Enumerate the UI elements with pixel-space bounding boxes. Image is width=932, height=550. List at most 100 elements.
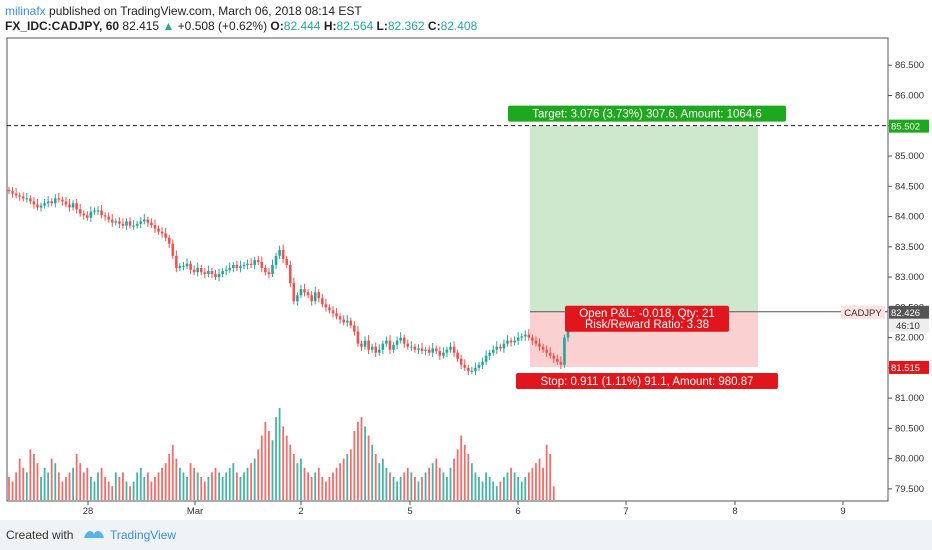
volume-bar [467,454,470,500]
candle-body [427,349,431,353]
stop-badge[interactable] [516,372,778,389]
candle-body [46,201,50,204]
y-tick-label: 81.000 [895,393,924,404]
candle-body [242,264,246,267]
volume-bar [335,467,338,500]
volume-bar [506,472,509,500]
candle-body [541,346,545,350]
candle-body [11,191,14,194]
tradingview-logo-icon[interactable] [82,526,106,542]
candle-body [527,334,531,338]
volume-bar [136,472,139,500]
volume-bar [488,477,491,500]
tradingview-brand-link[interactable]: TradingView [110,528,177,542]
volume-bar [431,463,434,500]
candle-body [103,215,107,217]
candle-body [509,340,513,343]
candle-body [32,201,36,205]
volume-bar [207,477,210,500]
candle-body [413,346,417,350]
target-price-tag [889,119,929,133]
candle-body [142,219,146,222]
candle-body [185,263,189,267]
volume-bar [282,426,285,500]
volume-bar [132,481,135,500]
candle-body [406,343,410,347]
volume-bar [129,486,131,500]
volume-bar [122,472,124,500]
candle-body [402,337,406,344]
candle-body [39,205,43,208]
volume-bar [54,463,57,500]
candle-body [506,340,509,344]
candle-body [310,295,313,302]
candle-body [93,210,96,212]
candle-body [531,337,534,341]
volume-bar [527,472,530,500]
publisher-line: milinafx published on TradingView.com, M… [5,4,362,18]
candle-body [121,223,125,226]
volume-bar [460,435,463,500]
volume-bar [552,486,555,500]
volume-bar [321,477,324,500]
volume-bar [72,467,74,500]
candle-body [317,292,321,299]
pnl-badge[interactable] [565,305,729,332]
volume-bar [171,444,174,500]
candle-body [321,298,324,305]
candle-body [246,263,249,265]
candle-body [235,264,239,268]
volume-bar [499,481,502,500]
candle-body [335,313,338,317]
volume-bar [296,463,299,500]
candle-body [18,195,21,197]
candle-body [470,370,474,372]
candle-body [260,261,264,268]
volume-bar [531,467,534,500]
volume-bar [97,472,99,500]
volume-bar [86,467,89,500]
x-tick-label: 6 [515,506,520,517]
volume-bar [33,454,35,500]
candle-body [274,255,278,265]
volume-bar [11,481,14,500]
candle-body [303,289,306,293]
candle-body [207,271,210,275]
candle-body [445,349,449,353]
volume-bar [228,467,231,500]
volume-bar [438,467,441,500]
volume-bar [157,472,160,500]
candle-body [182,266,185,268]
target-badge[interactable] [508,105,786,122]
volume-bar [218,472,220,500]
volume-bar [118,477,121,500]
stop-price-label: 81.515 [891,363,920,374]
candle-body [139,221,143,224]
volume-bar [485,472,488,500]
candle-body [545,349,548,353]
high-label: H: [323,19,337,33]
candle-body [324,304,328,308]
candle-body [548,352,552,356]
volume-bar [492,481,495,500]
candle-body [278,249,281,256]
volume-bar [353,431,356,500]
volume-bar [143,477,146,500]
candle-body [452,346,456,353]
candle-body [271,264,274,275]
volume-bar [271,440,274,500]
price-chart[interactable]: 86.50086.00085.50085.00084.50084.00083.5… [0,0,932,520]
candle-body [488,352,491,356]
candle-body [434,348,438,351]
x-tick-label: 28 [83,506,94,517]
publisher-username[interactable]: milinafx [5,4,46,18]
publish-info: published on TradingView.com, March 06, … [45,4,362,18]
volume-bar [257,449,260,500]
risk-reward-label: Risk/Reward Ratio: 3.38 [585,319,709,331]
candle-body [438,350,442,356]
volume-bar [40,477,42,500]
candle-body [299,289,303,296]
current-price-tag [889,305,929,319]
volume-bar [310,477,313,500]
volume-bar [332,472,334,500]
